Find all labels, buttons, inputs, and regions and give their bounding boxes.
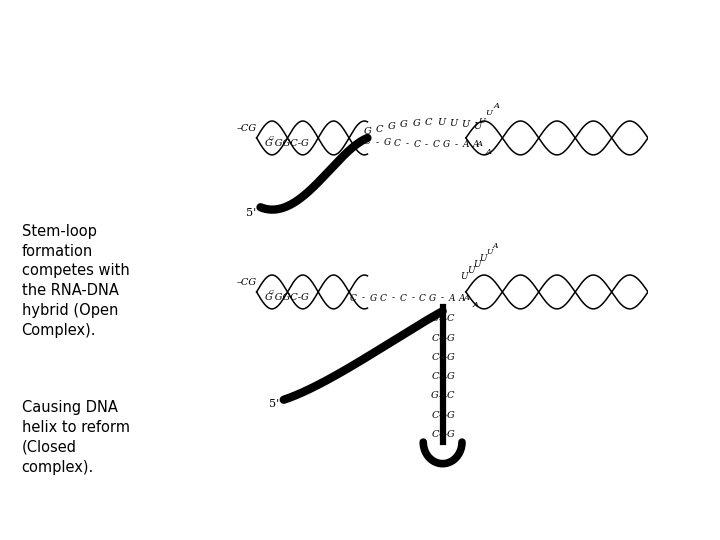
Text: U: U	[486, 248, 492, 256]
Text: C: C	[394, 139, 400, 148]
Text: G: G	[384, 138, 391, 147]
Text: C: C	[364, 137, 371, 146]
Text: A: A	[477, 140, 483, 148]
Text: A: A	[459, 294, 465, 302]
Text: G: G	[443, 140, 450, 150]
Text: G: G	[400, 120, 408, 130]
Text: G: G	[269, 290, 274, 295]
Text: U: U	[461, 120, 469, 129]
Text: -: -	[425, 140, 428, 149]
Text: G: G	[429, 294, 436, 302]
Text: G GGC-G: G GGC-G	[265, 139, 309, 148]
Text: A: A	[463, 140, 469, 150]
Text: 5': 5'	[269, 399, 279, 409]
Text: G: G	[413, 119, 420, 128]
Text: U: U	[449, 119, 457, 128]
Text: A: A	[464, 294, 469, 302]
Text: –CG: –CG	[236, 278, 256, 287]
Text: Stem-loop
formation
competes with
the RNA-DNA
hybrid (Open
Complex).: Stem-loop formation competes with the RN…	[22, 224, 130, 338]
Text: A: A	[473, 140, 480, 149]
Text: -: -	[455, 140, 458, 150]
Text: C: C	[413, 140, 420, 149]
Text: C: C	[400, 294, 406, 302]
Text: -: -	[376, 138, 379, 147]
Text: G: G	[369, 294, 377, 302]
Text: G: G	[269, 136, 274, 141]
Text: U: U	[461, 272, 468, 281]
Text: G: G	[446, 334, 454, 343]
Text: U: U	[479, 254, 487, 262]
Text: A: A	[486, 148, 492, 156]
Text: A: A	[494, 102, 500, 110]
Text: 5': 5'	[246, 208, 256, 218]
Text: C: C	[431, 334, 438, 343]
Text: U: U	[485, 109, 492, 117]
Text: G: G	[446, 353, 454, 362]
Text: C: C	[376, 125, 384, 134]
Text: G: G	[431, 392, 438, 400]
Text: C: C	[431, 410, 438, 420]
Text: -: -	[392, 294, 395, 302]
Text: A: A	[449, 294, 455, 302]
Text: C: C	[425, 118, 432, 127]
Text: -: -	[362, 294, 365, 302]
Text: U: U	[467, 266, 474, 275]
Text: U: U	[437, 118, 445, 127]
Text: C: C	[419, 294, 426, 302]
Text: -: -	[441, 294, 444, 302]
Text: G: G	[364, 127, 372, 136]
Text: -: -	[411, 294, 414, 302]
Text: C: C	[379, 294, 387, 302]
Text: C: C	[350, 294, 357, 302]
Text: C: C	[446, 392, 454, 400]
Text: U: U	[473, 260, 480, 269]
Text: G: G	[431, 314, 438, 323]
Text: G: G	[446, 430, 454, 439]
Text: G: G	[388, 123, 396, 131]
Text: G: G	[446, 372, 454, 381]
Text: U: U	[473, 122, 482, 131]
Text: G GGC-G: G GGC-G	[265, 293, 309, 302]
Text: C: C	[431, 430, 438, 439]
Text: Causing DNA
helix to reform
(Closed
complex).: Causing DNA helix to reform (Closed comp…	[22, 400, 130, 475]
Text: C: C	[431, 353, 438, 362]
Text: -: -	[405, 139, 408, 148]
Text: C: C	[431, 372, 438, 381]
Text: C: C	[446, 314, 454, 323]
Text: U: U	[478, 117, 485, 125]
Text: A: A	[472, 301, 478, 309]
Text: A: A	[492, 242, 498, 249]
Text: G: G	[446, 410, 454, 420]
Text: C: C	[433, 140, 440, 149]
Text: –CG: –CG	[236, 124, 256, 133]
